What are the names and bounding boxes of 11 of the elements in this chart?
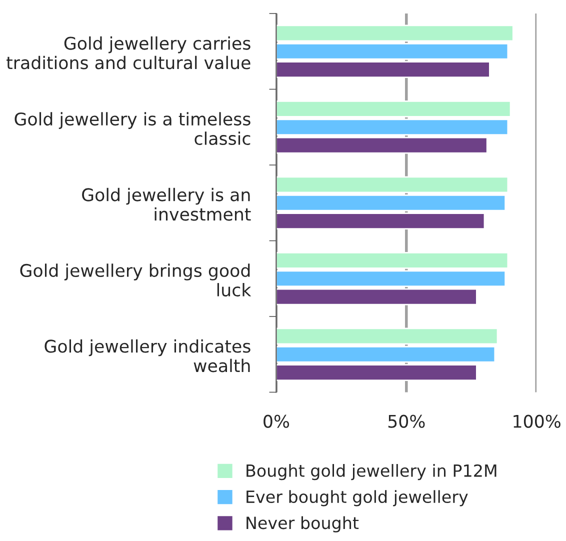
x-tick-label: 0% bbox=[264, 414, 290, 428]
y-tick-label: Gold jewellery is a timeless classic bbox=[14, 112, 250, 146]
x-tick-label: 100% bbox=[514, 414, 560, 428]
y-tick-label: Gold jewellery carries traditions and cultural value bbox=[6, 36, 250, 70]
legend-label: Bought gold jewellery in P12M bbox=[246, 464, 496, 480]
x-tick-label: 50% bbox=[388, 414, 425, 428]
y-tick-label: Gold jewellery is an investment bbox=[82, 188, 251, 221]
legend-label: Never bought bbox=[246, 516, 359, 532]
legend-label: Ever bought gold jewellery bbox=[246, 490, 468, 506]
y-tick-label: Gold jewellery brings good luck bbox=[20, 264, 252, 296]
y-tick-label: Gold jewellery indicates wealth bbox=[44, 339, 250, 372]
